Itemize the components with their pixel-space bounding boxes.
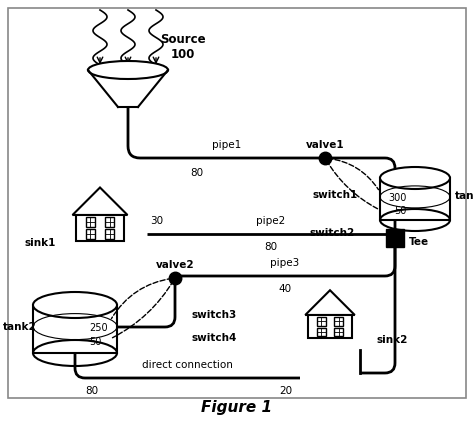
Text: Figure 1: Figure 1 <box>201 400 273 415</box>
Text: 40: 40 <box>278 284 292 294</box>
Text: 50: 50 <box>395 206 407 216</box>
Bar <box>76 215 124 241</box>
Text: switch2: switch2 <box>310 228 355 238</box>
Text: 50: 50 <box>89 337 101 347</box>
FancyBboxPatch shape <box>8 8 466 398</box>
Text: 80: 80 <box>85 386 98 396</box>
Text: sink2: sink2 <box>376 335 408 345</box>
Text: pipe3: pipe3 <box>270 258 300 268</box>
Text: valve2: valve2 <box>155 260 194 270</box>
Bar <box>33 305 117 353</box>
Text: sink1: sink1 <box>24 238 55 248</box>
Text: Tee: Tee <box>409 237 429 247</box>
Bar <box>335 317 343 326</box>
Text: tank1: tank1 <box>455 191 474 201</box>
Text: pipe2: pipe2 <box>256 216 286 226</box>
Text: 80: 80 <box>190 168 203 178</box>
Text: tank2: tank2 <box>3 322 37 332</box>
Bar <box>86 229 95 238</box>
Bar <box>335 328 343 336</box>
Bar <box>105 218 114 227</box>
Bar <box>317 328 326 336</box>
Text: switch4: switch4 <box>192 333 237 343</box>
Text: switch3: switch3 <box>192 310 237 320</box>
Bar <box>386 229 404 247</box>
Text: 80: 80 <box>264 242 278 252</box>
Ellipse shape <box>33 292 117 318</box>
Text: 20: 20 <box>279 386 292 396</box>
Bar <box>380 178 450 220</box>
Text: pipe1: pipe1 <box>212 140 241 150</box>
Ellipse shape <box>380 167 450 189</box>
Text: 300: 300 <box>389 193 407 203</box>
Bar <box>309 315 352 338</box>
Text: switch1: switch1 <box>313 190 358 200</box>
Text: direct connection: direct connection <box>142 360 233 370</box>
Bar <box>317 317 326 326</box>
Ellipse shape <box>88 61 168 79</box>
Text: valve1: valve1 <box>306 140 344 150</box>
Bar <box>86 218 95 227</box>
Bar <box>105 229 114 238</box>
Text: Source
100: Source 100 <box>160 33 206 61</box>
Text: 30: 30 <box>150 216 163 226</box>
Text: 250: 250 <box>89 323 108 333</box>
